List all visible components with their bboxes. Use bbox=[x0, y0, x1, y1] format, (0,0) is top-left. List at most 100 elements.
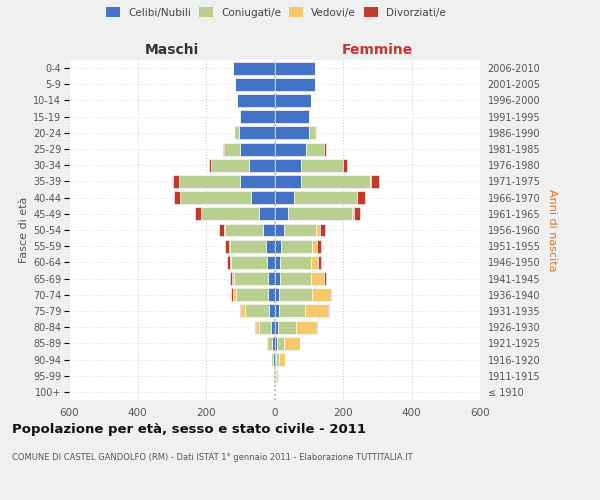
Bar bbox=[311, 256, 319, 269]
Bar bbox=[224, 142, 240, 156]
Bar bbox=[263, 224, 275, 236]
Bar bbox=[312, 240, 317, 252]
Bar bbox=[267, 256, 275, 269]
Bar bbox=[268, 272, 275, 285]
Bar bbox=[295, 191, 357, 204]
Bar bbox=[284, 224, 316, 236]
Bar bbox=[343, 159, 347, 172]
Bar bbox=[275, 159, 301, 172]
Bar bbox=[271, 320, 275, 334]
Bar bbox=[279, 288, 312, 301]
Bar bbox=[231, 288, 233, 301]
Bar bbox=[275, 272, 280, 285]
Bar bbox=[234, 126, 239, 140]
Bar bbox=[296, 320, 316, 334]
Bar bbox=[278, 320, 296, 334]
Bar bbox=[269, 304, 275, 318]
Bar bbox=[225, 240, 229, 252]
Legend: Celibi/Nubili, Coniugati/e, Vedovi/e, Divorziati/e: Celibi/Nubili, Coniugati/e, Vedovi/e, Di… bbox=[104, 5, 448, 20]
Bar bbox=[275, 94, 311, 107]
Bar bbox=[259, 208, 275, 220]
Bar bbox=[240, 110, 275, 123]
Bar bbox=[275, 175, 301, 188]
Bar bbox=[275, 126, 309, 140]
Bar bbox=[320, 224, 325, 236]
Bar bbox=[271, 353, 273, 366]
Bar bbox=[324, 142, 326, 156]
Bar bbox=[312, 288, 329, 301]
Bar bbox=[201, 208, 259, 220]
Bar bbox=[235, 78, 275, 91]
Bar bbox=[266, 240, 275, 252]
Bar bbox=[251, 191, 275, 204]
Bar bbox=[275, 353, 276, 366]
Bar bbox=[305, 304, 328, 318]
Bar bbox=[315, 126, 316, 140]
Bar bbox=[353, 208, 360, 220]
Bar bbox=[174, 191, 181, 204]
Y-axis label: Fasce di età: Fasce di età bbox=[19, 197, 29, 263]
Bar bbox=[239, 126, 275, 140]
Bar bbox=[173, 175, 179, 188]
Bar bbox=[370, 175, 371, 188]
Bar bbox=[276, 369, 278, 382]
Bar bbox=[352, 208, 353, 220]
Bar bbox=[309, 110, 310, 123]
Bar bbox=[319, 256, 321, 269]
Bar bbox=[275, 256, 280, 269]
Bar bbox=[236, 288, 268, 301]
Bar bbox=[281, 240, 312, 252]
Bar bbox=[268, 288, 275, 301]
Bar bbox=[275, 142, 306, 156]
Bar bbox=[275, 320, 278, 334]
Bar bbox=[275, 78, 315, 91]
Bar bbox=[179, 175, 240, 188]
Bar bbox=[231, 256, 267, 269]
Bar bbox=[276, 353, 279, 366]
Bar bbox=[230, 240, 266, 252]
Bar bbox=[275, 369, 276, 382]
Bar bbox=[317, 240, 321, 252]
Bar bbox=[268, 337, 272, 350]
Bar bbox=[275, 288, 279, 301]
Bar bbox=[358, 191, 365, 204]
Bar bbox=[328, 304, 329, 318]
Bar bbox=[240, 175, 275, 188]
Bar bbox=[232, 272, 234, 285]
Bar bbox=[272, 337, 275, 350]
Bar bbox=[324, 272, 326, 285]
Bar bbox=[220, 224, 224, 236]
Bar bbox=[316, 320, 317, 334]
Bar bbox=[311, 272, 324, 285]
Bar bbox=[237, 94, 275, 107]
Bar bbox=[275, 208, 287, 220]
Bar bbox=[278, 304, 305, 318]
Bar bbox=[227, 256, 230, 269]
Bar bbox=[234, 272, 268, 285]
Bar bbox=[301, 159, 343, 172]
Bar bbox=[275, 304, 278, 318]
Bar bbox=[256, 320, 259, 334]
Bar bbox=[223, 142, 224, 156]
Y-axis label: Anni di nascita: Anni di nascita bbox=[547, 188, 557, 271]
Bar bbox=[181, 191, 251, 204]
Bar bbox=[233, 62, 275, 74]
Bar bbox=[273, 353, 275, 366]
Bar bbox=[356, 191, 358, 204]
Bar bbox=[274, 369, 275, 382]
Bar bbox=[241, 304, 245, 318]
Bar bbox=[316, 224, 320, 236]
Text: Popolazione per età, sesso e stato civile - 2011: Popolazione per età, sesso e stato civil… bbox=[12, 422, 366, 436]
Bar bbox=[306, 142, 324, 156]
Text: COMUNE DI CASTEL GANDOLFO (RM) - Dati ISTAT 1° gennaio 2011 - Elaborazione TUTTI: COMUNE DI CASTEL GANDOLFO (RM) - Dati IS… bbox=[12, 452, 413, 462]
Bar bbox=[245, 304, 269, 318]
Bar bbox=[329, 288, 331, 301]
Bar bbox=[239, 110, 240, 123]
Bar bbox=[287, 208, 352, 220]
Bar bbox=[275, 337, 277, 350]
Bar bbox=[275, 62, 315, 74]
Bar bbox=[280, 272, 311, 285]
Bar bbox=[225, 224, 263, 236]
Bar bbox=[275, 240, 281, 252]
Text: Femmine: Femmine bbox=[341, 44, 413, 58]
